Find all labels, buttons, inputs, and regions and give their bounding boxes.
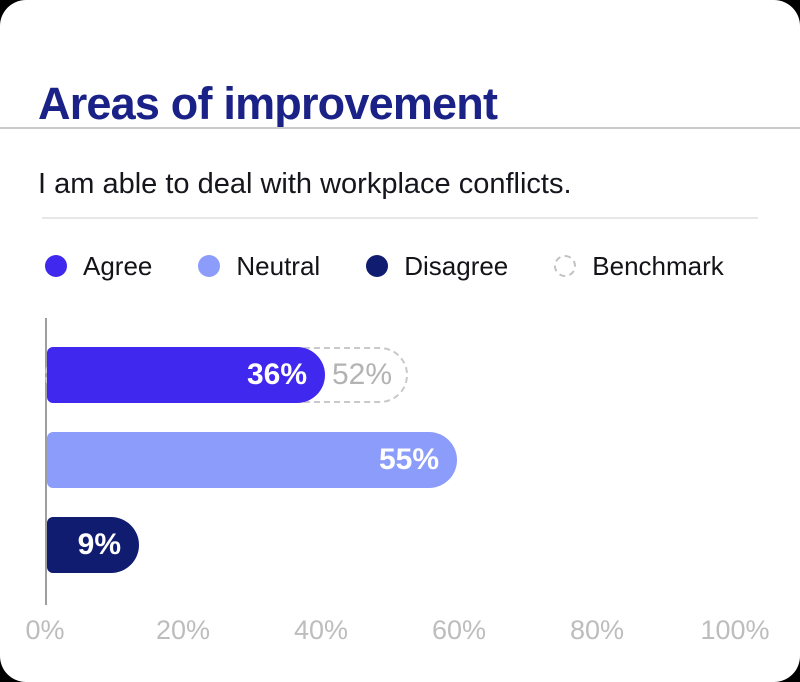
y-axis-line bbox=[45, 318, 47, 605]
x-tick-label: 20% bbox=[155, 615, 211, 645]
bar-value-label: 9% bbox=[77, 528, 121, 561]
bar-value-label: 55% bbox=[378, 443, 439, 476]
x-tick-label: 60% bbox=[431, 615, 487, 645]
legend-dot-icon bbox=[45, 255, 67, 277]
title-divider bbox=[0, 127, 800, 129]
bar-row-agree: 52% 36% bbox=[45, 347, 777, 403]
legend-item-agree[interactable]: Agree bbox=[45, 251, 152, 282]
legend-item-neutral[interactable]: Neutral bbox=[198, 251, 320, 282]
bar-row-neutral: 55% bbox=[47, 432, 777, 488]
bar-chart: 52% 36% 55% 9% bbox=[45, 318, 775, 605]
page-title: Areas of improvement bbox=[38, 78, 498, 130]
x-tick-label: 80% bbox=[569, 615, 625, 645]
legend-label: Agree bbox=[83, 250, 153, 281]
bar-disagree[interactable]: 9% bbox=[47, 517, 139, 573]
question-subtitle: I am able to deal with workplace conflic… bbox=[38, 168, 572, 200]
subtitle-divider bbox=[42, 217, 758, 219]
x-axis-labels: 0% 20% 40% 60% 80% 100% bbox=[25, 615, 775, 651]
x-tick-label: 100% bbox=[700, 615, 770, 645]
legend-dot-icon bbox=[198, 255, 221, 277]
legend-dot-icon bbox=[366, 255, 389, 277]
bar-agree[interactable]: 36% bbox=[47, 347, 325, 403]
legend-item-benchmark[interactable]: Benchmark bbox=[554, 251, 724, 282]
legend-item-disagree[interactable]: Disagree bbox=[366, 251, 508, 282]
benchmark-value-label: 52% bbox=[331, 358, 392, 391]
bar-row-disagree: 9% bbox=[47, 517, 777, 573]
benchmark-swatch-icon bbox=[554, 255, 577, 277]
x-tick-label: 0% bbox=[25, 615, 65, 645]
x-tick-label: 40% bbox=[293, 615, 349, 645]
legend: Agree Neutral Disagree Benchmark bbox=[45, 251, 724, 282]
legend-label: Neutral bbox=[236, 250, 321, 281]
bar-neutral[interactable]: 55% bbox=[47, 432, 457, 488]
bar-value-label: 36% bbox=[246, 358, 307, 391]
legend-label: Benchmark bbox=[592, 250, 724, 281]
legend-label: Disagree bbox=[404, 250, 509, 281]
